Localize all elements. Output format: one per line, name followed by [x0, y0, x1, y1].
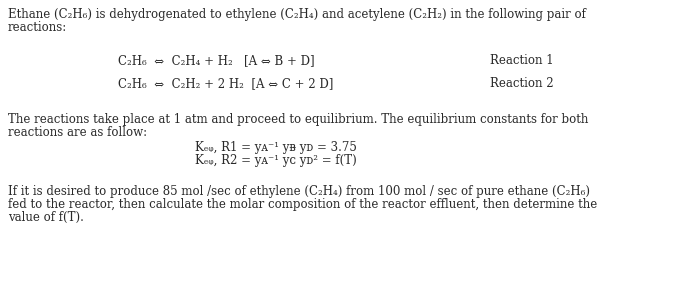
Text: Ethane (C₂H₆) is dehydrogenated to ethylene (C₂H₄) and acetylene (C₂H₂) in the f: Ethane (C₂H₆) is dehydrogenated to ethyl… — [8, 8, 586, 21]
Text: The reactions take place at 1 atm and proceed to equilibrium. The equilibrium co: The reactions take place at 1 atm and pr… — [8, 113, 589, 126]
Text: Reaction 2: Reaction 2 — [490, 77, 554, 90]
Text: reactions are as follow:: reactions are as follow: — [8, 126, 147, 139]
Text: value of f(T).: value of f(T). — [8, 211, 84, 224]
Text: Kₑᵩ, R1 = yᴀ⁻¹ yᴃ yᴅ = 3.75: Kₑᵩ, R1 = yᴀ⁻¹ yᴃ yᴅ = 3.75 — [195, 141, 357, 154]
Text: reactions:: reactions: — [8, 21, 67, 34]
Text: If it is desired to produce 85 mol /sec of ethylene (C₂H₄) from 100 mol / sec of: If it is desired to produce 85 mol /sec … — [8, 185, 590, 198]
Text: Kₑᵩ, R2 = yᴀ⁻¹ yᴄ yᴅ² = f(T): Kₑᵩ, R2 = yᴀ⁻¹ yᴄ yᴅ² = f(T) — [195, 154, 357, 167]
Text: fed to the reactor, then calculate the molar composition of the reactor effluent: fed to the reactor, then calculate the m… — [8, 198, 597, 211]
Text: C₂H₆  ⇔  C₂H₄ + H₂   [A ⇔ B + D]: C₂H₆ ⇔ C₂H₄ + H₂ [A ⇔ B + D] — [118, 54, 314, 67]
Text: Reaction 1: Reaction 1 — [490, 54, 554, 67]
Text: C₂H₆  ⇔  C₂H₂ + 2 H₂  [A ⇔ C + 2 D]: C₂H₆ ⇔ C₂H₂ + 2 H₂ [A ⇔ C + 2 D] — [118, 77, 333, 90]
